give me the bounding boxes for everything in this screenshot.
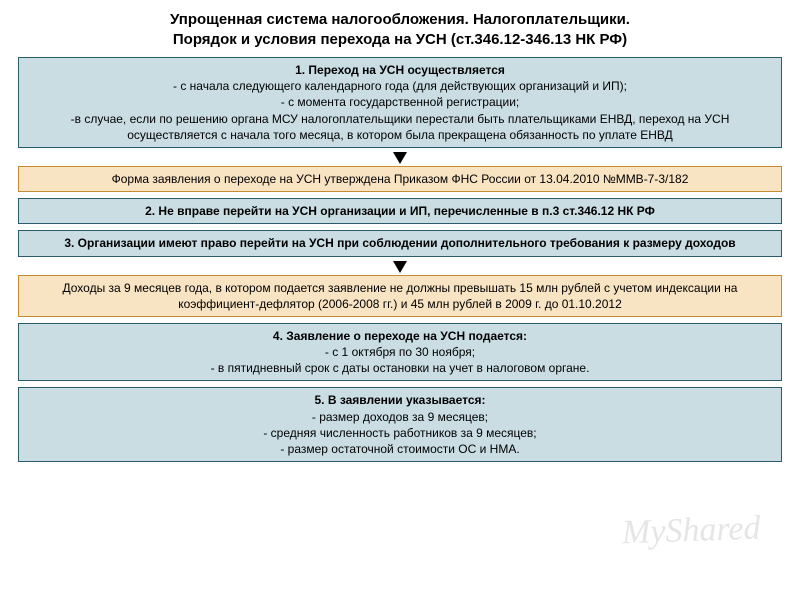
- title-line1: Упрощенная система налогообложения. Нало…: [18, 10, 782, 30]
- box1-head: 1. Переход на УСН осуществляется: [25, 62, 775, 78]
- box4-text: 3. Организации имеют право перейти на УС…: [64, 236, 735, 250]
- box1-line3: -в случае, если по решению органа МСУ на…: [25, 111, 775, 143]
- box5-text: Доходы за 9 месяцев года, в котором пода…: [63, 281, 738, 311]
- arrow-down-icon: [393, 152, 407, 164]
- box7-line2: - средняя численность работников за 9 ме…: [25, 425, 775, 441]
- box-not-eligible: 2. Не вправе перейти на УСН организации …: [18, 198, 782, 224]
- box-application-contents: 5. В заявлении указывается: - размер дох…: [18, 387, 782, 462]
- page-title: Упрощенная система налогообложения. Нало…: [18, 10, 782, 49]
- box-income-requirement: 3. Организации имеют право перейти на УС…: [18, 230, 782, 256]
- box-application-form: Форма заявления о переходе на УСН утверж…: [18, 166, 782, 192]
- box3-text: 2. Не вправе перейти на УСН организации …: [145, 204, 655, 218]
- box-transition-rules: 1. Переход на УСН осуществляется - с нач…: [18, 57, 782, 148]
- box7-head: 5. В заявлении указывается:: [25, 392, 775, 408]
- box7-line3: - размер остаточной стоимости ОС и НМА.: [25, 441, 775, 457]
- box7-line1: - размер доходов за 9 месяцев;: [25, 409, 775, 425]
- box2-text: Форма заявления о переходе на УСН утверж…: [112, 172, 689, 186]
- box-income-limits: Доходы за 9 месяцев года, в котором пода…: [18, 275, 782, 317]
- box-application-deadline: 4. Заявление о переходе на УСН подается:…: [18, 323, 782, 382]
- box6-line2: - в пятидневный срок с даты остановки на…: [25, 360, 775, 376]
- watermark: MyShared: [621, 510, 761, 553]
- box1-line1: - с начала следующего календарного года …: [25, 78, 775, 94]
- title-line2: Порядок и условия перехода на УСН (ст.34…: [18, 30, 782, 50]
- box1-line2: - с момента государственной регистрации;: [25, 94, 775, 110]
- box6-head: 4. Заявление о переходе на УСН подается:: [25, 328, 775, 344]
- box6-line1: - с 1 октября по 30 ноября;: [25, 344, 775, 360]
- arrow-down-icon: [393, 261, 407, 273]
